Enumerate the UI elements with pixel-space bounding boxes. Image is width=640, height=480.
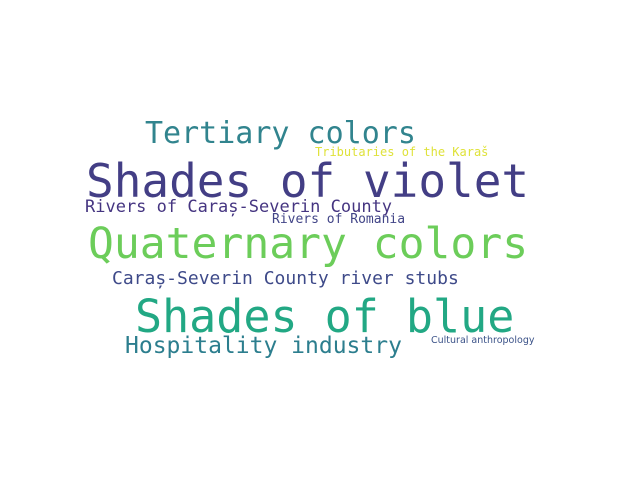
word-tributaries-of-the-karas: Tributaries of the Karaš	[315, 145, 489, 159]
word-shades-of-violet: Shades of violet	[86, 154, 530, 208]
word-shades-of-blue: Shades of blue	[135, 290, 515, 343]
word-quaternary-colors: Quaternary colors	[88, 219, 529, 269]
word-hospitality-industry: Hospitality industry	[125, 333, 402, 359]
word-caras-severin-county-river-stubs: Caraș-Severin County river stubs	[112, 268, 459, 289]
word-cultural-anthropology: Cultural anthropology	[431, 335, 535, 346]
word-rivers-of-caras-severin-county: Rivers of Caraș-Severin County	[85, 197, 393, 217]
word-tertiary-colors: Tertiary colors	[145, 116, 416, 151]
word-rivers-of-romania: Rivers of Romania	[272, 212, 406, 227]
